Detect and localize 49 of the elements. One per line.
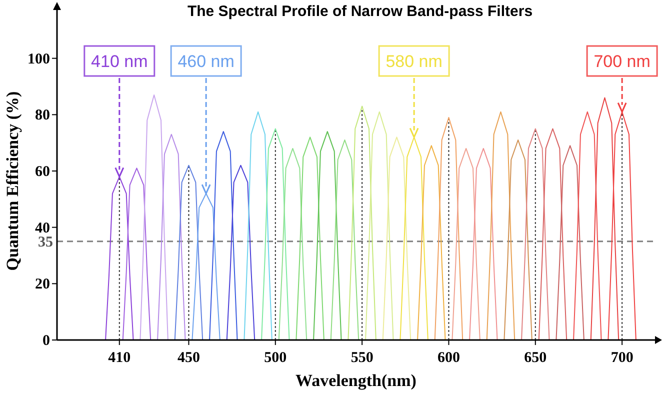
annotation: 580 nm [386, 52, 442, 71]
line-series [504, 140, 532, 340]
line-series [556, 145, 584, 340]
line-series [209, 131, 238, 340]
x-tick-label: 410 [108, 350, 131, 366]
line-series [486, 111, 516, 340]
line-series [157, 134, 186, 340]
line-series [365, 111, 394, 340]
x-tick-label: 450 [177, 350, 200, 366]
line-series [382, 136, 412, 340]
y-tick-label: 100 [28, 51, 50, 68]
line-series [521, 128, 550, 340]
line-series [105, 176, 134, 340]
y-tick-label: 40 [35, 220, 50, 236]
line-series [452, 148, 480, 340]
line-series [174, 164, 204, 340]
y-tick-label: 20 [35, 276, 50, 293]
y-tick-label: 0 [42, 333, 50, 349]
line-series [417, 145, 446, 340]
annotation: 460 nm [178, 52, 234, 71]
x-tick-label: 550 [350, 350, 374, 366]
line-series [140, 94, 168, 340]
line-series [330, 140, 360, 340]
line-series [400, 136, 428, 340]
x-tick-label: 700 [610, 350, 634, 366]
line-series [469, 148, 498, 340]
x-tick-label: 500 [264, 350, 287, 366]
line-series [434, 116, 464, 340]
annotation: 700 nm [594, 52, 650, 71]
line-series [192, 193, 220, 340]
line-series [573, 111, 602, 340]
x-tick-label: 650 [524, 350, 547, 366]
x-axis-title: Wavelength(nm) [296, 371, 416, 390]
line-series [296, 136, 324, 340]
ref-line-label: 35 [38, 234, 53, 250]
line-series [538, 128, 568, 340]
line-series [261, 128, 290, 340]
line-series [278, 148, 308, 340]
annotation: 410 nm [91, 52, 148, 71]
chart-title: The Spectral Profile of Narrow Band-pass Filters [187, 3, 533, 20]
line-series [244, 111, 272, 340]
line-series [122, 168, 152, 340]
line-series [348, 106, 376, 340]
x-tick-label: 600 [437, 350, 460, 366]
y-tick-label: 80 [35, 108, 50, 124]
y-tick-label: 60 [35, 164, 50, 180]
line-series [226, 164, 256, 340]
line-series [313, 131, 342, 340]
y-axis-title: Quantum Efficiency (%) [3, 91, 22, 271]
